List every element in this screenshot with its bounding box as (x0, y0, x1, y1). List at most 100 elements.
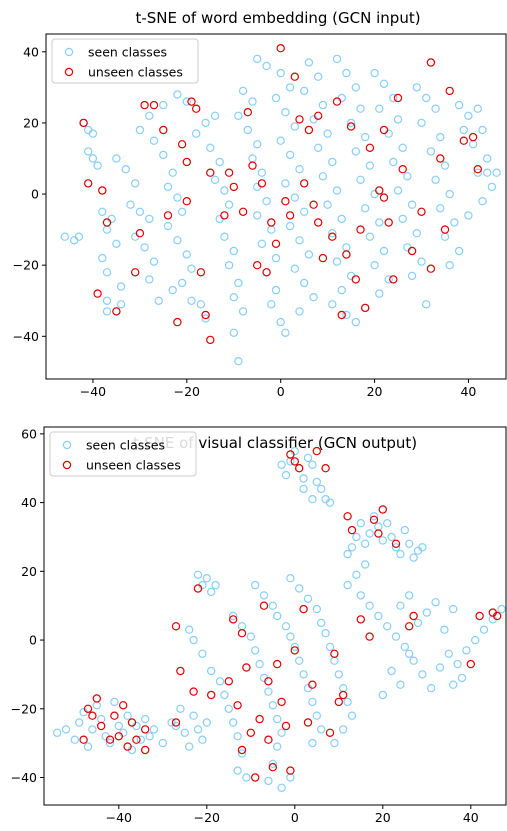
seen-point (105, 738, 115, 748)
seen-point (300, 86, 309, 96)
seen-point (281, 622, 291, 631)
legend-marker (64, 47, 74, 57)
seen-point (295, 236, 304, 245)
seen-point (374, 611, 383, 621)
unseen-point (105, 735, 115, 744)
unseen-point (127, 718, 137, 727)
unseen-point (290, 646, 299, 655)
seen-point (304, 58, 314, 67)
unseen-point (398, 164, 407, 174)
seen-point (281, 470, 291, 480)
seen-point (436, 204, 445, 213)
seen-point (271, 285, 281, 295)
seen-point (332, 257, 342, 266)
seen-point (233, 732, 242, 741)
seen-point (426, 147, 436, 156)
seen-point (405, 539, 414, 549)
unseen-point (98, 186, 107, 195)
seen-point (168, 168, 177, 177)
seen-point (378, 536, 387, 545)
seen-point (70, 735, 80, 744)
unseen-point (189, 687, 198, 696)
seen-point (98, 207, 107, 216)
unseen-point (114, 732, 124, 741)
seen-point (422, 93, 431, 103)
seen-point (318, 100, 328, 110)
unseen-point (286, 766, 295, 775)
seen-point (259, 591, 269, 600)
seen-point (473, 168, 482, 177)
seen-point (253, 211, 262, 220)
y-tick-label: 20 (21, 564, 37, 579)
legend-marker (62, 460, 72, 470)
unseen-point (459, 136, 468, 145)
seen-point (383, 519, 392, 528)
y-tick-label: 20 (23, 115, 39, 130)
seen-point (264, 776, 273, 786)
seen-point (361, 132, 370, 142)
seen-point (121, 164, 131, 174)
unseen-point (285, 211, 295, 220)
seen-point (224, 200, 234, 209)
seen-point (412, 228, 421, 238)
seen-point (93, 161, 102, 170)
unseen-point (191, 104, 201, 113)
seen-point (290, 642, 299, 652)
seen-point (459, 125, 468, 135)
unseen-point (102, 218, 112, 227)
unseen-point (224, 168, 234, 177)
unseen-point (187, 97, 196, 106)
seen-point (312, 711, 321, 720)
unseen-point (346, 122, 356, 131)
seen-point (405, 591, 414, 600)
seen-point (187, 264, 196, 273)
seen-point (343, 697, 352, 707)
axes-frame (45, 33, 507, 380)
unseen-point (224, 677, 233, 686)
seen-point (308, 738, 317, 748)
seen-point (286, 632, 295, 641)
seen-point (158, 738, 167, 748)
seen-point (286, 574, 295, 583)
chart-title: t-SNE of word embedding (GCN input) (135, 9, 420, 27)
seen-point (342, 68, 351, 78)
seen-point (396, 601, 405, 610)
seen-point (356, 519, 365, 528)
seen-point (177, 207, 187, 216)
seen-point (398, 143, 407, 152)
seen-point (154, 296, 163, 305)
seen-point (457, 673, 467, 683)
seen-point (107, 214, 116, 224)
seen-point (193, 725, 203, 734)
legend-box (49, 431, 197, 477)
seen-point (215, 677, 225, 686)
seen-point (273, 714, 282, 724)
seen-point (202, 718, 211, 727)
seen-point (332, 54, 342, 64)
unseen-point (417, 207, 426, 216)
seen-point (145, 732, 154, 741)
unseen-point (233, 701, 242, 710)
unseen-point (264, 677, 273, 686)
seen-point (339, 725, 348, 734)
seen-point (409, 656, 418, 665)
seen-point (116, 300, 126, 309)
seen-point (201, 118, 210, 128)
unseen-point (135, 228, 145, 238)
seen-point (163, 182, 173, 192)
seen-point (473, 104, 482, 113)
seen-point (96, 714, 106, 724)
seen-point (379, 246, 389, 256)
seen-point (300, 207, 309, 216)
seen-point (234, 111, 243, 121)
unseen-point (177, 140, 187, 149)
seen-point (449, 680, 458, 689)
seen-point (400, 525, 409, 535)
seen-point (210, 111, 220, 121)
seen-point (300, 278, 309, 288)
legend-box (51, 38, 199, 84)
x-tick-label: 20 (375, 810, 391, 825)
seen-point (317, 725, 326, 734)
seen-point (102, 296, 112, 305)
seen-point (309, 293, 318, 302)
